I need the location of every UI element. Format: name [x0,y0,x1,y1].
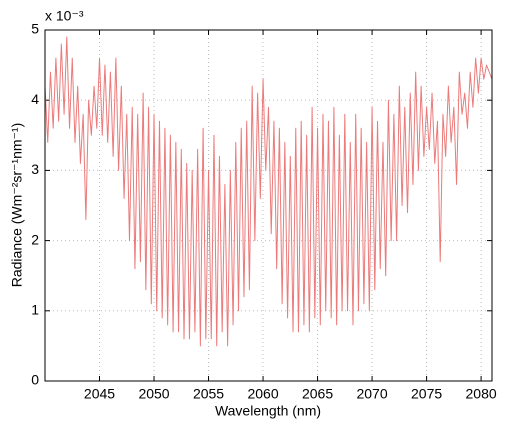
y-axis-label: Radiance (Wm⁻²sr⁻¹nm⁻¹) [9,123,25,288]
x-tick-label: 2075 [411,386,442,402]
x-axis-label: Wavelength (nm) [215,403,321,419]
plot-frame [44,29,493,382]
y-tick-label: 2 [31,231,39,247]
x-tick-label: 2055 [193,386,224,402]
x-tick-label: 2070 [356,386,387,402]
x-tick-label: 2065 [302,386,333,402]
series-line [44,36,493,347]
y-multiplier: x 10⁻³ [45,8,84,24]
x-tick-label: 2080 [466,386,497,402]
x-tick-label: 2060 [247,386,278,402]
y-tick-label: 3 [31,161,39,177]
y-tick-label: 4 [31,91,39,107]
y-tick-label: 5 [31,21,39,37]
y-tick-label: 0 [31,372,39,388]
x-tick-label: 2050 [138,386,169,402]
y-tick-label: 1 [31,302,39,318]
x-tick-label: 2045 [84,386,115,402]
